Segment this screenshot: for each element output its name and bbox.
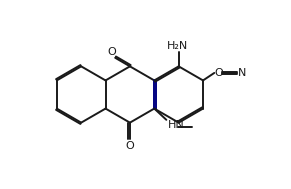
Text: O: O — [215, 68, 223, 78]
Text: N: N — [238, 68, 246, 78]
Text: H₂N: H₂N — [167, 41, 188, 50]
Text: O: O — [107, 47, 116, 57]
Text: O: O — [125, 141, 134, 151]
Text: HN: HN — [167, 120, 184, 130]
